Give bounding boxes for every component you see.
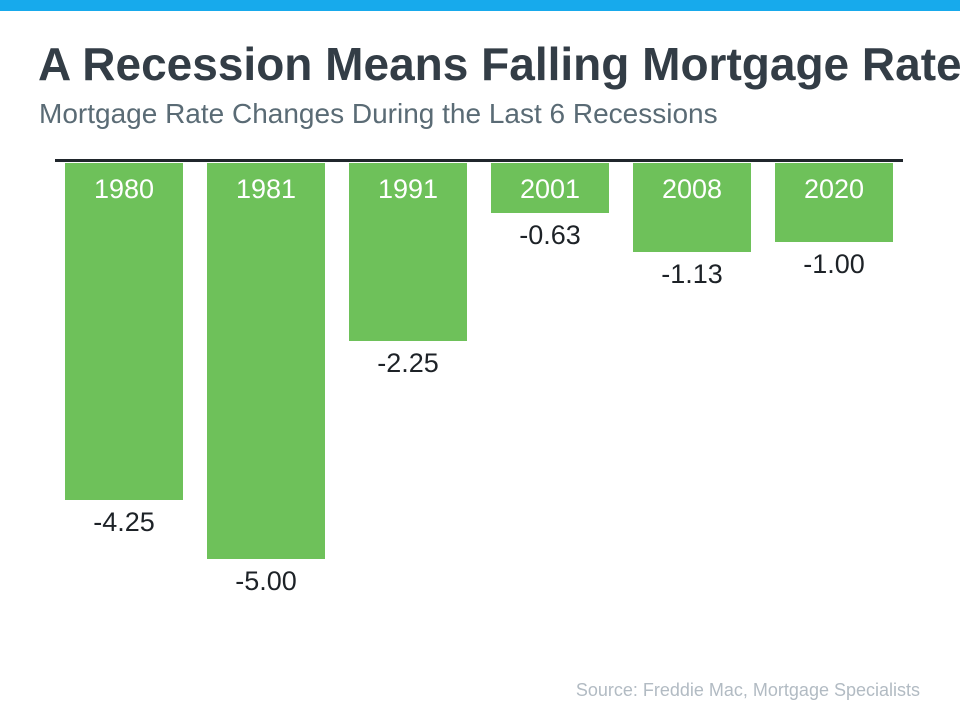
bar-column: 2020 -1.00 xyxy=(775,163,893,278)
bar-column: 1991 -2.25 xyxy=(349,163,467,377)
source-credit: Source: Freddie Mac, Mortgage Specialist… xyxy=(575,680,920,700)
bar-value-label: -4.25 xyxy=(93,507,155,537)
bar: 1980 xyxy=(65,163,183,500)
bar-year-label: 2020 xyxy=(803,174,865,204)
bar-column: 2001 -0.63 xyxy=(491,163,609,249)
bar: 2001 xyxy=(491,163,609,213)
bar: 2020 xyxy=(775,163,893,242)
bar-year-label: 2008 xyxy=(661,174,723,204)
page-title: A Recession Means Falling Mortgage Rates xyxy=(38,38,960,90)
bar: 2008 xyxy=(633,163,751,252)
bar-year-label: 1980 xyxy=(93,174,155,204)
bar-value-label: -2.25 xyxy=(377,348,439,378)
bar-chart: 1980 -4.25 1981 -5.00 1991 -2.25 2001 -0.63 2008… xyxy=(65,163,893,595)
bar-value-label: -5.00 xyxy=(235,566,297,596)
bar-year-label: 1981 xyxy=(235,174,297,204)
bar-value-label: -1.13 xyxy=(661,259,723,289)
bar-column: 1981 -5.00 xyxy=(207,163,325,595)
bar-year-label: 2001 xyxy=(519,174,581,204)
bar: 1981 xyxy=(207,163,325,559)
bar-year-label: 1991 xyxy=(377,174,439,204)
bar-column: 2008 -1.13 xyxy=(633,163,751,288)
bar: 1991 xyxy=(349,163,467,341)
chart-baseline xyxy=(55,159,903,162)
top-accent-bar xyxy=(0,0,960,11)
bar-value-label: -0.63 xyxy=(519,220,581,250)
bar-column: 1980 -4.25 xyxy=(65,163,183,536)
chart-subtitle: Mortgage Rate Changes During the Last 6 … xyxy=(39,98,718,129)
bar-value-label: -1.00 xyxy=(803,249,865,279)
